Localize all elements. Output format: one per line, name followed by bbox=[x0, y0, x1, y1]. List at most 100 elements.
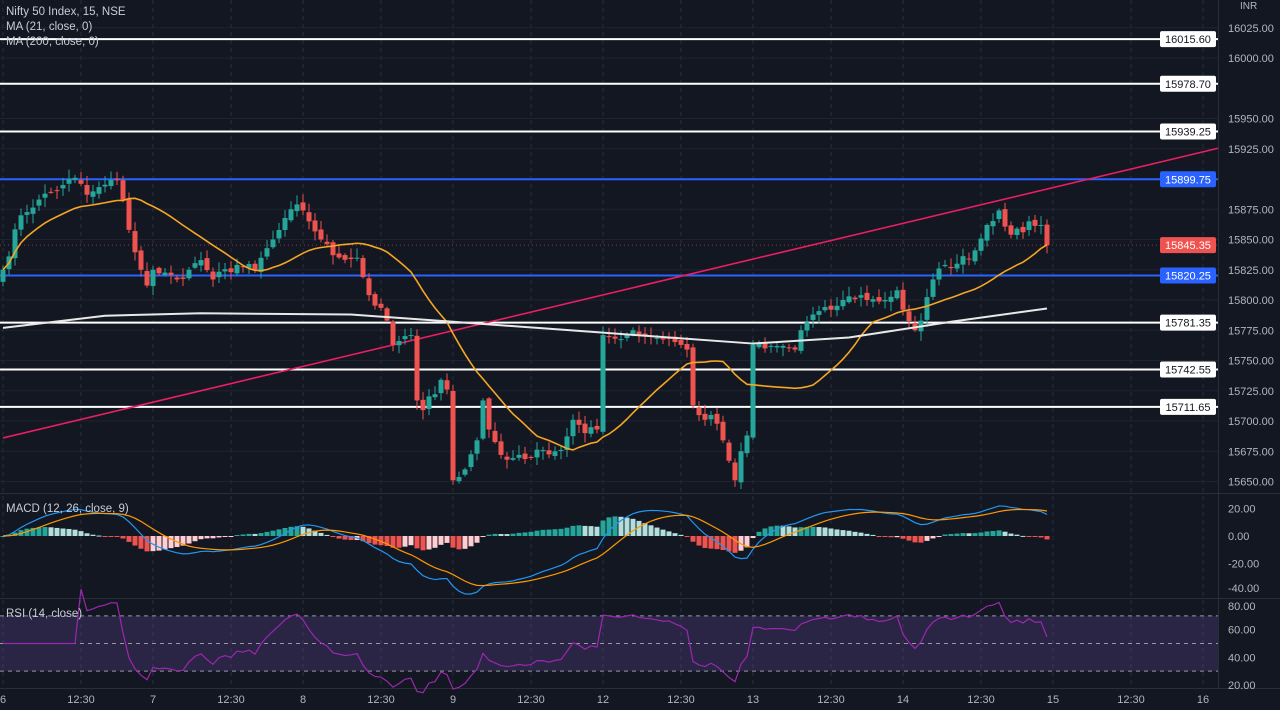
macd-histogram-bar bbox=[966, 533, 972, 536]
macd-histogram-bar bbox=[606, 517, 612, 536]
candle-body bbox=[750, 344, 756, 438]
candle-body bbox=[576, 419, 582, 425]
ma21-legend[interactable]: MA (21, close, 0) bbox=[6, 21, 93, 33]
candle-body bbox=[708, 414, 714, 420]
candle-body bbox=[930, 279, 936, 297]
candle-body bbox=[30, 207, 36, 214]
time-tick-label: 15 bbox=[1047, 694, 1059, 706]
ma200-line bbox=[2, 307, 1048, 345]
candle-body bbox=[420, 399, 426, 411]
candle-body bbox=[504, 456, 510, 460]
candle-body bbox=[270, 239, 276, 248]
candle-body bbox=[858, 295, 864, 298]
macd-histogram-bar bbox=[396, 536, 402, 548]
macd-line bbox=[2, 505, 1048, 595]
candle-body bbox=[510, 458, 516, 460]
candle-body bbox=[840, 300, 846, 307]
candle-body bbox=[924, 297, 930, 320]
candle-body bbox=[198, 260, 204, 266]
price-label: 15978.70 bbox=[1165, 79, 1211, 91]
candle-body bbox=[774, 345, 780, 348]
candle-body bbox=[240, 266, 246, 268]
macd-histogram-bar bbox=[390, 536, 396, 548]
candle-body bbox=[426, 396, 432, 409]
macd-histogram-bar bbox=[138, 536, 144, 549]
time-tick-label: 16 bbox=[1197, 694, 1209, 706]
candle-body bbox=[558, 450, 564, 452]
macd-histogram-bar bbox=[918, 536, 924, 543]
macd-histogram-bar bbox=[66, 528, 72, 536]
macd-histogram-bar bbox=[30, 527, 36, 536]
macd-histogram-bar bbox=[246, 533, 252, 536]
candle-body bbox=[276, 229, 282, 239]
macd-histogram-bar bbox=[870, 534, 876, 536]
macd-histogram-bar bbox=[126, 536, 132, 542]
candle-body bbox=[726, 442, 732, 461]
macd-histogram-bar bbox=[714, 536, 720, 550]
candle-body bbox=[876, 297, 882, 302]
time-tick-label: 8 bbox=[300, 694, 306, 706]
time-tick-label: 7 bbox=[150, 694, 156, 706]
macd-histogram-bar bbox=[954, 533, 960, 536]
macd-histogram-bar bbox=[816, 527, 822, 536]
macd-histogram-bar bbox=[876, 536, 882, 537]
candle-body bbox=[792, 347, 798, 350]
macd-histogram-bar bbox=[882, 536, 888, 537]
macd-histogram-bar bbox=[804, 526, 810, 536]
macd-histogram-bar bbox=[72, 529, 78, 536]
candle-body bbox=[348, 257, 354, 260]
price-tick-label: 15950.00 bbox=[1228, 114, 1274, 126]
candle-body bbox=[570, 419, 576, 437]
macd-histogram-bar bbox=[978, 532, 984, 536]
macd-histogram-bar bbox=[108, 536, 114, 537]
candle-body bbox=[354, 257, 360, 259]
candle-body bbox=[990, 221, 996, 227]
macd-histogram-bar bbox=[300, 526, 306, 536]
macd-tick-label: 0.00 bbox=[1228, 531, 1249, 543]
price-tick-label: 15750.00 bbox=[1228, 356, 1274, 368]
candle-body bbox=[474, 440, 480, 454]
candle-body bbox=[324, 241, 330, 245]
macd-histogram-bar bbox=[594, 526, 600, 536]
candle-body bbox=[822, 307, 828, 311]
macd-histogram-bar bbox=[990, 530, 996, 536]
macd-histogram-bar bbox=[132, 536, 138, 546]
macd-histogram-bar bbox=[294, 526, 300, 536]
candle-body bbox=[672, 336, 678, 343]
candle-body bbox=[498, 441, 504, 455]
ma200-legend[interactable]: MA (200, close, 0) bbox=[6, 36, 99, 48]
macd-histogram-bar bbox=[378, 536, 384, 546]
candle-body bbox=[126, 198, 132, 230]
macd-histogram-bar bbox=[144, 536, 150, 552]
macd-histogram-bar bbox=[24, 528, 30, 536]
macd-legend[interactable]: MACD (12, 26, close, 9) bbox=[6, 503, 129, 515]
candle-body bbox=[738, 451, 744, 483]
rsi-legend[interactable]: RSI (14, close) bbox=[6, 608, 83, 620]
candle-body bbox=[150, 269, 156, 287]
symbol-legend[interactable]: Nifty 50 Index, 15, NSE bbox=[6, 6, 126, 18]
candle-body bbox=[372, 294, 378, 306]
candle-body bbox=[120, 180, 126, 200]
candle-body bbox=[696, 407, 702, 416]
candle-body bbox=[132, 231, 138, 253]
macd-histogram-bar bbox=[168, 536, 174, 549]
candle-body bbox=[138, 250, 144, 270]
macd-histogram-bar bbox=[936, 536, 942, 537]
macd-histogram-bar bbox=[672, 533, 678, 536]
macd-histogram-bar bbox=[576, 525, 582, 536]
candle-body bbox=[906, 311, 912, 322]
candle-body bbox=[438, 379, 444, 394]
macd-histogram-bar bbox=[666, 531, 672, 536]
macd-histogram-bar bbox=[420, 536, 426, 551]
candle-body bbox=[1014, 228, 1020, 235]
candle-body bbox=[588, 427, 594, 434]
macd-histogram-bar bbox=[474, 536, 480, 543]
macd-histogram-bar bbox=[660, 529, 666, 536]
macd-histogram-bar bbox=[1020, 535, 1026, 537]
macd-histogram-bar bbox=[258, 533, 264, 536]
macd-histogram-bar bbox=[642, 523, 648, 536]
macd-histogram-bar bbox=[90, 534, 96, 536]
macd-histogram-bar bbox=[78, 531, 84, 536]
candle-body bbox=[600, 335, 606, 432]
